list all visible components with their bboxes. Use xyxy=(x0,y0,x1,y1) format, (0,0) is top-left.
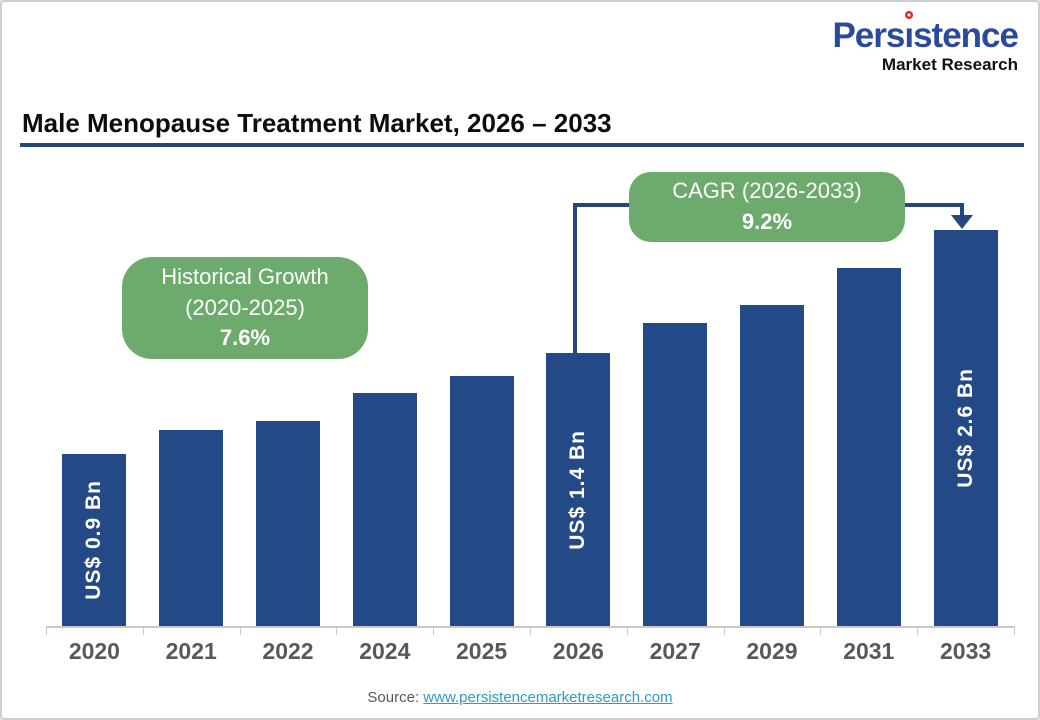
axis-tick xyxy=(239,626,241,635)
bar-slot-2022 xyxy=(240,162,337,626)
x-axis-labels: 2020 2021 2022 2024 2025 2026 2027 2029 2031 2033 xyxy=(46,638,1014,665)
axis-tick xyxy=(530,626,531,635)
cagr-value: 9.2% xyxy=(741,209,793,234)
x-axis-label-2022: 2022 xyxy=(262,638,314,664)
x-axis-label-2024: 2024 xyxy=(359,638,411,664)
axis-tick xyxy=(433,626,435,635)
bar-2031 xyxy=(836,268,901,626)
logo-red-dot-icon xyxy=(904,11,913,19)
x-axis-label-2021: 2021 xyxy=(165,638,217,664)
x-axis-label-2029: 2029 xyxy=(746,638,798,664)
cagr-connector-right-horizontal xyxy=(903,203,964,207)
source-link[interactable]: www.persistencemarketresearch.com xyxy=(423,689,673,706)
bar-slot-2033: US$ 2.6 Bn xyxy=(917,162,1014,626)
x-axis-label-2025: 2025 xyxy=(456,638,508,664)
historical-growth-line1: Historical Growth xyxy=(161,263,329,289)
bar-2029 xyxy=(739,305,804,626)
bar-slot-2026: US$ 1.4 Bn xyxy=(530,162,627,626)
source-note: Source: www.persistencemarketresearch.co… xyxy=(2,689,1038,706)
bar-slot-2025 xyxy=(433,162,530,626)
bar-2024 xyxy=(352,393,417,626)
historical-growth-callout: Historical Growth (2020-2025) 7.6% xyxy=(122,257,368,359)
cagr-connector-left-vertical xyxy=(573,203,577,353)
bar-chart-plot: US$ 0.9 Bn US$ 1.4 Bn US$ 2.6 Bn xyxy=(46,162,1014,626)
brand-wordmark: Persı stence xyxy=(832,11,1019,53)
bar-2025 xyxy=(449,376,514,626)
historical-growth-value: 7.6% xyxy=(219,325,271,351)
cagr-connector-right-vertical xyxy=(960,203,964,217)
bar-2022 xyxy=(255,421,320,626)
axis-tick xyxy=(917,626,919,635)
axis-tick xyxy=(142,626,144,635)
x-axis-label-2027: 2027 xyxy=(649,638,701,664)
axis-tick xyxy=(723,626,725,635)
bar-2033: US$ 2.6 Bn xyxy=(933,230,998,626)
axis-tick xyxy=(336,626,338,635)
cagr-connector-left-horizontal xyxy=(573,203,631,207)
bar-2027 xyxy=(643,323,708,626)
historical-growth-line2: (2020-2025) xyxy=(185,294,305,320)
title-underline xyxy=(20,143,1024,147)
bar-value-label-2033: US$ 2.6 Bn xyxy=(953,368,977,488)
bar-2020: US$ 0.9 Bn xyxy=(62,454,127,626)
arrow-down-icon xyxy=(951,215,973,229)
bar-slot-2029 xyxy=(724,162,821,626)
bar-slot-2027 xyxy=(627,162,724,626)
bar-slot-2021 xyxy=(143,162,240,626)
axis-tick xyxy=(820,626,822,635)
bar-2021 xyxy=(159,430,224,626)
cagr-line1: CAGR (2026-2033) xyxy=(672,178,862,204)
bar-slot-2031 xyxy=(820,162,917,626)
cagr-callout: CAGR (2026-2033) 9.2% xyxy=(629,172,905,242)
axis-tick xyxy=(626,626,628,635)
source-prefix: Source: xyxy=(367,689,424,706)
axis-tick xyxy=(1014,626,1015,635)
bar-slot-2020: US$ 0.9 Bn xyxy=(46,162,143,626)
bar-slot-2024 xyxy=(336,162,433,626)
brand-logo: Persı stence Market Research xyxy=(832,11,1019,74)
axis-tick xyxy=(46,626,47,635)
x-axis-label-2026: 2026 xyxy=(552,638,604,664)
x-axis-label-2033: 2033 xyxy=(939,638,992,664)
bar-value-label-2020: US$ 0.9 Bn xyxy=(82,480,106,600)
bar-value-label-2026: US$ 1.4 Bn xyxy=(566,429,590,550)
bar-2026: US$ 1.4 Bn xyxy=(546,353,611,626)
brand-subtitle: Market Research xyxy=(881,55,1018,74)
x-axis-label-2031: 2031 xyxy=(843,638,895,664)
x-axis-label-2020: 2020 xyxy=(68,638,120,664)
chart-title: Male Menopause Treatment Market, 2026 – … xyxy=(22,108,612,138)
